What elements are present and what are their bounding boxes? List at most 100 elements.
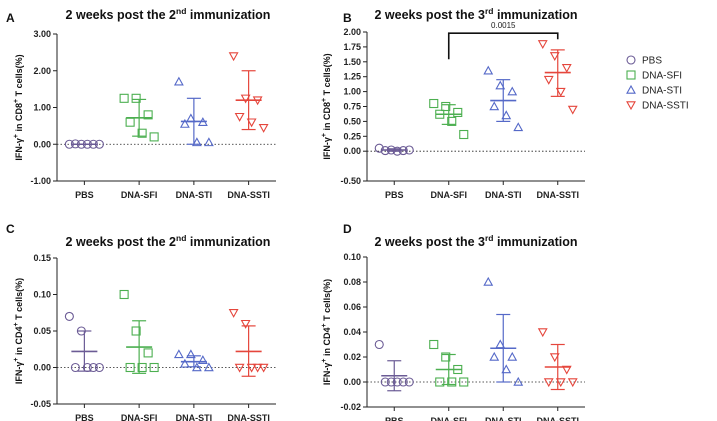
data-point (459, 129, 469, 140)
data-point (537, 40, 548, 50)
data-point (64, 311, 74, 321)
y-tick-label: 0.50 (343, 116, 361, 126)
data-point (567, 378, 578, 388)
y-tick-label: -0.50 (340, 176, 361, 186)
group-DNA-SSTI (228, 308, 269, 377)
y-tick-label: 0.10 (33, 290, 51, 300)
y-tick-label: 3.00 (33, 29, 51, 39)
data-point (137, 128, 147, 138)
data-point (94, 362, 104, 373)
data-point (537, 328, 548, 338)
data-point (234, 112, 245, 122)
y-tick-label: 0.00 (33, 139, 51, 149)
y-tick-label: 0.75 (343, 102, 361, 112)
data-point (429, 98, 439, 109)
ylabel-main: IFN-γ (14, 362, 24, 385)
group-PBS (64, 139, 104, 149)
data-point (513, 122, 524, 132)
data-point (203, 137, 214, 147)
title-end: immunization (493, 8, 577, 22)
chart-title: 2 weeks post the 3rd immunization (375, 233, 578, 249)
data-point (143, 110, 153, 120)
y-tick-label: 0.00 (33, 363, 51, 373)
ylabel-sup: + (13, 134, 20, 138)
title-end: immunization (493, 235, 577, 249)
y-tick-label: 0.00 (343, 146, 361, 156)
data-point (501, 364, 512, 374)
ylabel-main: IFN-γ (322, 137, 332, 160)
y-tick-label: 1.50 (343, 57, 361, 67)
group-DNA-STI (173, 76, 214, 147)
chart-title: 2 weeks post the 2nd immunization (66, 233, 271, 249)
x-tick-label: DNA-SFI (121, 413, 158, 421)
y-tick-label: 0.08 (343, 277, 361, 287)
data-point (567, 105, 578, 115)
legend-label: DNA-SFI (642, 71, 682, 82)
y-axis-label: IFN-γ+ in CD4+ T cells(%) (321, 279, 332, 385)
x-tick-label: PBS (385, 190, 404, 200)
ylabel-end: T cells(%) (14, 278, 24, 323)
y-tick-label: 0.04 (343, 327, 361, 337)
data-point (489, 101, 500, 111)
y-tick-label: -0.05 (30, 399, 51, 409)
title-sup: rd (485, 6, 494, 16)
data-point (380, 377, 390, 387)
title-sup: nd (176, 6, 186, 16)
panel-label: B (343, 11, 352, 25)
data-point (179, 118, 190, 128)
group-DNA-STI (483, 276, 524, 386)
data-point (131, 93, 141, 103)
x-tick-label: DNA-SSTI (537, 190, 580, 200)
data-point (459, 377, 469, 387)
data-point (513, 376, 524, 386)
y-tick-label: 0.15 (33, 253, 51, 263)
data-point (441, 352, 451, 362)
x-tick-label: PBS (75, 190, 94, 200)
x-tick-label: DNA-SSTI (537, 416, 580, 421)
title-main: 2 weeks post the 3 (375, 235, 486, 249)
x-tick-label: DNA-SFI (431, 190, 468, 200)
data-point (374, 143, 384, 153)
data-point (404, 377, 414, 387)
ylabel-main: IFN-γ (322, 363, 332, 386)
group-DNA-STI (483, 65, 524, 132)
data-point (258, 363, 269, 373)
ylabel-end: T cells(%) (322, 53, 332, 98)
ylabel-mid: in CD8 (322, 102, 332, 133)
data-point (507, 351, 518, 361)
ylabel-sup: + (13, 358, 20, 362)
y-tick-label: 2.00 (343, 27, 361, 37)
x-tick-label: DNA-SFI (431, 416, 468, 421)
data-point (543, 75, 554, 85)
group-PBS (374, 143, 414, 156)
data-point (228, 308, 239, 318)
data-point (441, 101, 451, 112)
data-point (246, 363, 257, 373)
data-point (246, 118, 257, 128)
title-end: immunization (186, 8, 270, 22)
data-point (119, 93, 129, 103)
data-point (555, 87, 566, 97)
ylabel-main: IFN-γ (14, 138, 24, 161)
ylabel-end: T cells(%) (322, 279, 332, 324)
x-tick-label: DNA-STI (485, 190, 522, 200)
group-PBS (374, 339, 414, 392)
ylabel-mid: in CD4 (14, 327, 24, 358)
data-point (149, 362, 159, 373)
y-axis-label: IFN-γ+ in CD4+ T cells(%) (13, 278, 24, 384)
y-tick-label: 1.75 (343, 42, 361, 52)
y-tick-label: 1.25 (343, 72, 361, 82)
x-tick-label: DNA-STI (485, 416, 522, 421)
ylabel-sup: + (321, 359, 328, 363)
data-point (501, 110, 512, 120)
data-point (549, 52, 560, 61)
x-tick-label: PBS (385, 416, 404, 421)
data-point (429, 339, 439, 350)
data-point (258, 123, 269, 133)
data-point (228, 52, 239, 62)
panel-C: C2 weeks post the 2nd immunizationIFN-γ+… (6, 222, 276, 421)
y-tick-label: 2.00 (33, 66, 51, 76)
